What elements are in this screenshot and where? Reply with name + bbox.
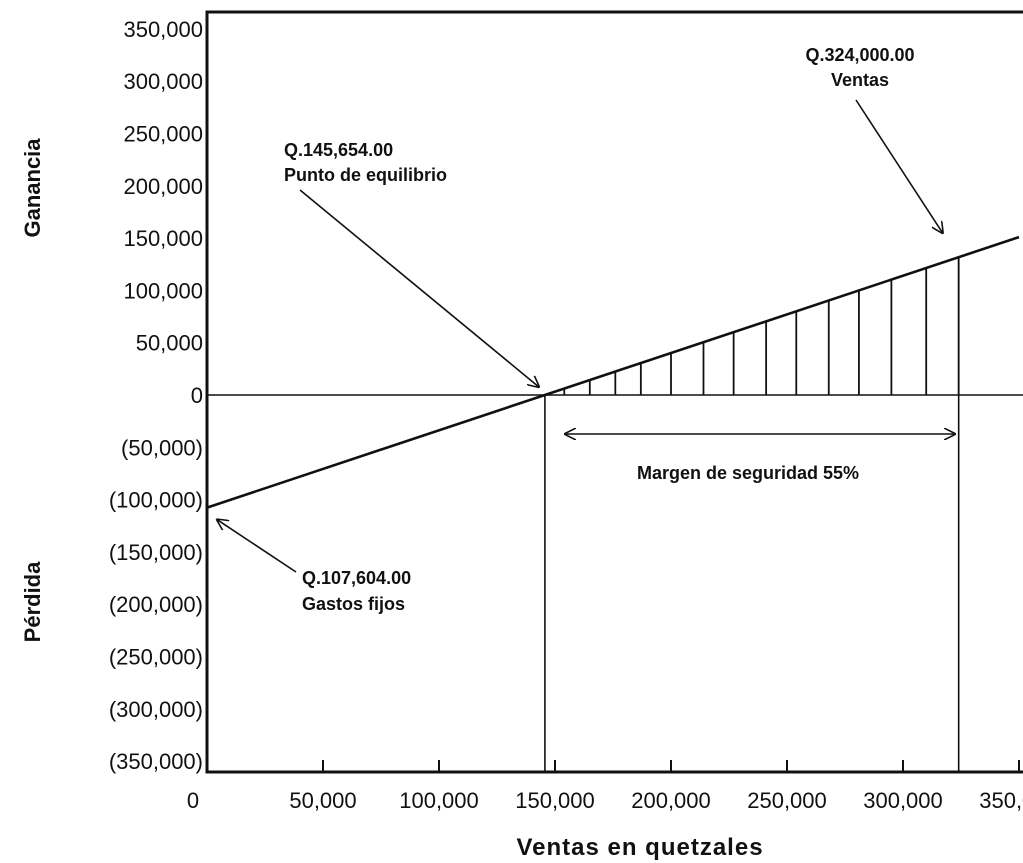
x-axis-ticks: 0 50,000 100,000 150,000 200,000 250,000 300,0… [187, 760, 1023, 813]
y-tick-label: (200,000) [109, 592, 203, 617]
y-tick-label: (150,000) [109, 540, 203, 565]
plot-frame [205, 10, 1023, 774]
y-tick-label: (250,000) [109, 645, 203, 670]
profit-line [206, 235, 1020, 509]
x-tick-label: 50,000 [289, 788, 356, 813]
breakeven-value-label: Q.145,654.00 [284, 140, 393, 160]
breakeven-arrow [299, 189, 539, 387]
breakeven-title-label: Punto de equilibrio [284, 165, 447, 185]
margin-label: Margen de seguridad 55% [637, 463, 859, 483]
y-axis-label-perdida: Pérdida [20, 561, 45, 642]
y-tick-label: 150,000 [123, 226, 203, 251]
y-tick-label: 50,000 [136, 331, 203, 356]
x-tick-label: 300,000 [863, 788, 943, 813]
y-tick-label: (100,000) [109, 488, 203, 513]
y-tick-label: 350,000 [123, 17, 203, 42]
y-tick-label: 100,000 [123, 278, 203, 303]
y-tick-label: 250,000 [123, 122, 203, 147]
y-tick-label: (350,000) [109, 749, 203, 774]
sales-title-label: Ventas [831, 70, 889, 90]
y-tick-label: 0 [191, 383, 203, 408]
x-tick-label: 0 [187, 788, 199, 813]
fixed-costs-title-label: Gastos fijos [302, 594, 405, 614]
sales-arrow [855, 99, 943, 233]
y-axis-label-ganancia: Ganancia [20, 138, 45, 238]
sales-value-label: Q.324,000.00 [805, 45, 914, 65]
x-tick-label: 250,000 [747, 788, 827, 813]
x-tick-label: 100,000 [399, 788, 479, 813]
y-tick-label: (50,000) [121, 435, 203, 460]
y-tick-label: 200,000 [123, 174, 203, 199]
annotations: Q.145,654.00 Punto de equilibrio Q.324,000… [217, 45, 955, 614]
x-tick-label: 200,000 [631, 788, 711, 813]
x-tick-label: 150,000 [515, 788, 595, 813]
chart-marks [206, 235, 1023, 772]
x-tick-label: 350,000 [979, 788, 1023, 813]
fixed-costs-arrow [217, 520, 297, 573]
y-tick-label: 300,000 [123, 69, 203, 94]
x-axis-label: Ventas en quetzales [516, 834, 763, 861]
y-tick-label: (300,000) [109, 697, 203, 722]
y-axis-ticks: 350,000 300,000 250,000 200,000 150,000 100,0… [109, 17, 203, 774]
fixed-costs-value-label: Q.107,604.00 [302, 568, 411, 588]
